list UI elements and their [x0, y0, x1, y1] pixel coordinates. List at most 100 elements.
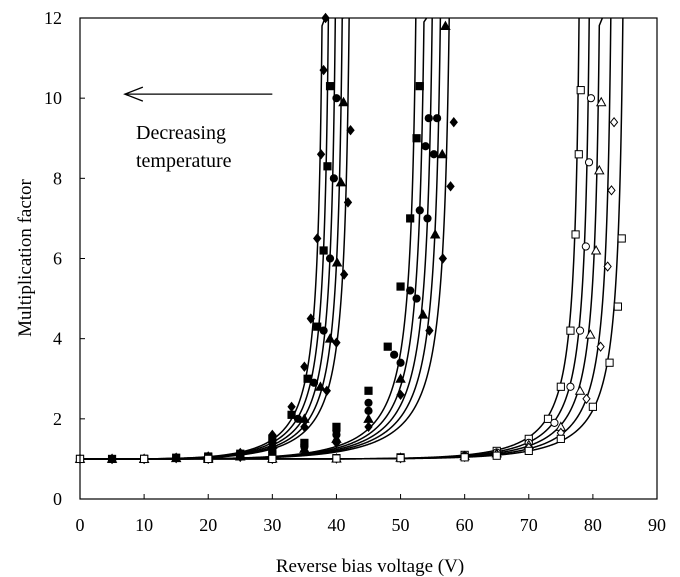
data-point-triangle	[440, 20, 451, 31]
y-axis-ticks: 0 2 4 6 8 10 12	[44, 8, 85, 509]
y-tick-label: 4	[53, 329, 62, 349]
data-point-diamond	[287, 401, 296, 413]
data-point-square	[332, 454, 341, 463]
data-point-square	[574, 150, 583, 159]
data-point-square	[492, 451, 501, 460]
data-point-circle	[421, 142, 430, 151]
data-point-diamond	[438, 253, 448, 264]
data-point-square	[406, 214, 415, 223]
x-tick-label: 0	[76, 515, 85, 535]
data-point-triangle	[338, 96, 349, 107]
annotation-line-1: Decreasing	[136, 122, 226, 144]
data-point-diamond	[313, 233, 322, 244]
data-point-square	[287, 410, 296, 419]
data-point-square	[460, 453, 469, 462]
data-point-circle	[432, 114, 442, 123]
data-point-triangle	[417, 309, 429, 319]
data-point-triangle	[594, 164, 605, 175]
data-point-square	[571, 230, 580, 239]
data-point-square	[396, 454, 405, 463]
data-point-circle	[412, 294, 421, 303]
data-point-circle	[586, 94, 596, 103]
data-point-diamond	[346, 125, 355, 136]
data-point-diamond	[609, 117, 619, 128]
data-point-diamond	[316, 149, 326, 160]
fit-curves	[80, 18, 624, 460]
data-point-square	[303, 374, 312, 383]
data-point-square	[588, 402, 597, 411]
data-point-circle	[332, 94, 341, 103]
fit-curve	[80, 18, 344, 460]
x-axis-label: Reverse bias voltage (V)	[276, 556, 464, 577]
data-point-diamond	[332, 437, 341, 449]
data-point-circle	[415, 206, 424, 215]
data-point-circle	[550, 418, 559, 427]
data-point-circle	[325, 254, 335, 263]
x-tick-label: 90	[648, 515, 666, 535]
annotation: Decreasing temperature	[123, 86, 273, 172]
data-point-diamond	[343, 197, 353, 208]
data-point-square	[412, 134, 421, 143]
y-tick-label: 12	[44, 8, 62, 28]
data-point-square	[140, 454, 149, 464]
y-tick-label: 2	[53, 409, 62, 429]
data-point-square	[524, 446, 533, 455]
data-point-circle	[319, 326, 328, 335]
data-point-square	[543, 414, 553, 423]
x-tick-label: 10	[135, 515, 153, 535]
data-point-diamond	[300, 361, 309, 372]
fit-curve	[80, 18, 580, 460]
fit-curve	[80, 18, 624, 460]
data-point-diamond	[582, 393, 591, 404]
data-point-square	[383, 342, 392, 351]
data-point-square	[313, 322, 322, 331]
data-point-diamond	[306, 313, 315, 324]
data-point-diamond	[364, 421, 373, 433]
fit-curve	[80, 18, 428, 460]
data-point-square	[566, 326, 575, 335]
x-tick-label: 80	[584, 515, 602, 535]
data-point-circle	[423, 214, 432, 223]
data-point-square	[576, 86, 585, 95]
data-point-circle	[424, 114, 433, 123]
data-point-circle	[364, 398, 373, 407]
data-point-square	[556, 434, 565, 443]
data-point-square	[556, 382, 565, 391]
y-tick-label: 6	[53, 249, 62, 269]
data-point-square	[415, 82, 424, 91]
data-point-diamond	[396, 389, 405, 400]
data-point-diamond	[607, 185, 616, 196]
x-tick-label: 20	[199, 515, 217, 535]
annotation-line-2: temperature	[136, 150, 232, 172]
fit-curve	[80, 18, 350, 460]
data-point-triangle	[324, 333, 336, 343]
data-point-square	[319, 246, 328, 255]
data-point-circle	[584, 158, 594, 167]
data-point-square	[364, 386, 373, 395]
data-point-triangle	[335, 176, 347, 187]
data-point-diamond	[300, 445, 309, 457]
x-tick-label: 50	[392, 515, 410, 535]
data-point-square	[617, 234, 626, 243]
arrow-head	[123, 86, 144, 102]
data-point-square	[323, 162, 332, 171]
x-tick-label: 30	[263, 515, 281, 535]
data-point-triangle	[595, 96, 607, 107]
fit-curve	[80, 18, 604, 460]
data-point-diamond	[300, 421, 309, 433]
data-point-square	[605, 358, 614, 367]
x-tick-label: 40	[327, 515, 345, 535]
data-point-square	[268, 454, 277, 464]
data-point-diamond	[596, 341, 605, 352]
fit-curve	[80, 18, 337, 460]
x-axis-ticks: 0 10 20 30 40 50 60 70 80 90	[76, 494, 666, 535]
data-point-triangle	[436, 148, 448, 159]
data-point-square	[325, 82, 335, 91]
data-point-circle	[309, 378, 319, 387]
data-point-circle	[575, 326, 585, 335]
data-point-circle	[566, 382, 575, 391]
data-point-square	[204, 454, 213, 464]
data-points	[74, 12, 626, 465]
data-point-diamond	[172, 452, 181, 464]
data-point-triangle	[429, 229, 441, 239]
